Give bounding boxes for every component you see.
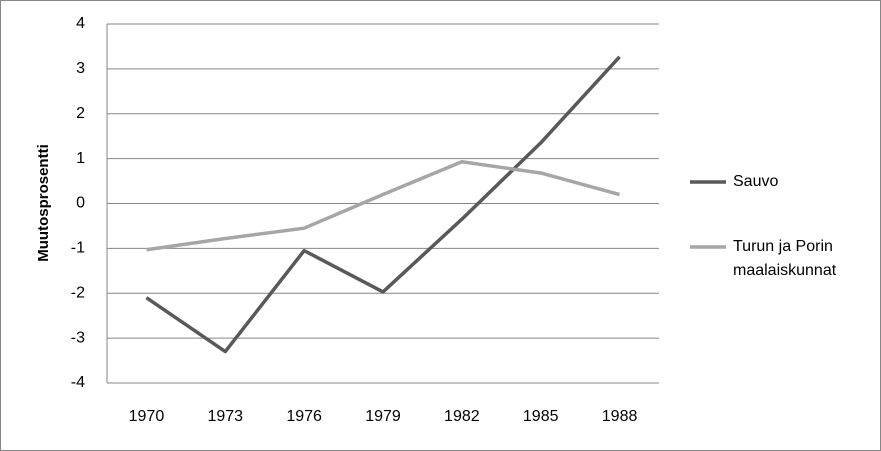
x-tick-label: 1976 [286,408,322,425]
x-tick-label: 1982 [444,408,480,425]
y-tick-label: 3 [76,60,85,77]
x-tick-label: 1979 [365,408,401,425]
legend-label: Turun ja Porin maalaiskunnat [733,238,837,279]
x-tick-label: 1985 [523,408,559,425]
y-axis-label: Muutosprosentti [35,144,52,262]
x-tick-label: 1970 [129,408,165,425]
y-tick-label: -2 [71,284,85,301]
y-tick-label: 2 [76,105,85,122]
y-tick-label: -4 [71,374,85,391]
y-tick-label: 0 [76,195,85,212]
y-tick-label: -3 [71,329,85,346]
x-tick-label: 1973 [207,408,243,425]
x-tick-label: 1988 [602,408,638,425]
legend-label: Sauvo [733,173,779,190]
y-tick-label: 1 [76,150,85,167]
series-line [145,55,621,354]
y-tick-label: 4 [76,15,85,32]
series-line [146,160,621,252]
y-tick-label: -1 [71,240,85,257]
